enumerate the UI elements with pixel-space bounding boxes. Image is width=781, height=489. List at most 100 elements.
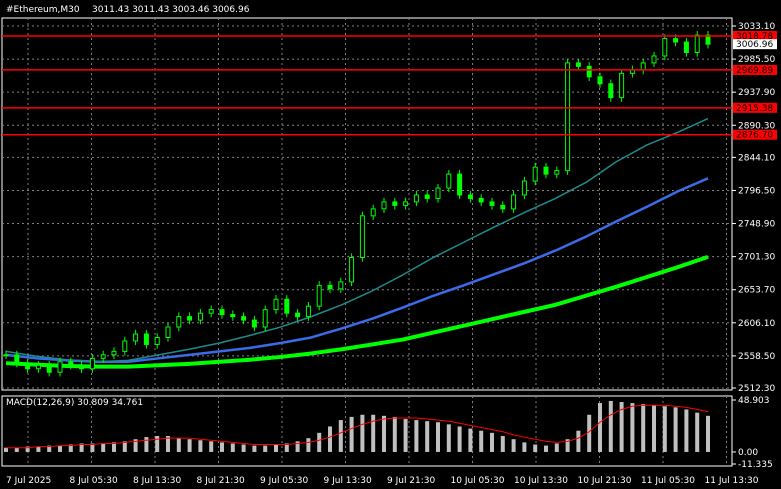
macd-bar [338,420,343,452]
macd-bar [90,443,95,452]
candle-body [673,38,679,43]
time-axis: 7 Jul 2025 8 Jul 05:30 8 Jul 13:30 8 Jul 21… [6,476,759,486]
candle-body [165,326,171,338]
candle-body [35,364,41,370]
macd-bar [641,404,646,452]
macd-bar [166,436,170,452]
macd-bar [58,445,62,452]
candle-body [370,208,376,217]
y-tick-label: 2701.30 [738,253,775,263]
candle-body [619,72,625,99]
macd-bar [14,447,19,452]
x-tick-label: 8 Jul 21:30 [197,476,246,486]
candle-body [413,194,419,203]
ma-slow-line [5,254,709,369]
candle-body [446,173,452,189]
macd-bar [630,403,635,452]
y-tick-label: 2890.30 [738,121,775,131]
y-tick-label: 2844.10 [738,153,775,163]
chart-ohlc: 3011.43 3011.43 3003.46 3006.96 [92,5,250,15]
candle-body [640,62,646,71]
candle-body [478,197,484,203]
macd-bar [295,441,300,452]
macd-bar [220,442,224,452]
macd-bar [619,402,624,452]
candle-body [597,76,603,85]
ma-mid-line [5,177,709,364]
candle-body [176,316,182,328]
macd-bar [101,443,106,452]
candlestick-series [3,30,711,377]
ma-fast-line [5,117,709,363]
candle-body [489,201,495,206]
macd-bar [684,409,689,452]
moving-average-slow [5,254,709,369]
candle-body [327,284,333,290]
y-tick-label: 2985.50 [738,55,775,65]
candle-body [554,170,560,175]
macd-bar [349,416,354,452]
macd-bar [68,444,73,452]
macd-label: MACD(12,26,9) 30.809 34.761 [6,398,143,408]
candle-body [705,34,711,45]
macd-bar [479,430,484,452]
macd-bar [500,436,505,452]
macd-bar [522,442,527,452]
y-tick-label: 2606.10 [738,319,775,329]
candle-body [187,316,193,321]
candle-body [241,316,247,321]
macd-bar [306,438,311,452]
current-price-tag [733,39,777,50]
candle-body [68,361,74,366]
candle-body [435,187,441,199]
x-tick-label: 8 Jul 13:30 [133,476,182,486]
macd-bar [565,439,570,452]
macd-bar [230,443,235,452]
macd-bar [360,414,365,452]
y-tick-label: 2558.50 [738,352,775,362]
level-tag-label: 3018.78 [736,32,773,42]
level-tag [733,64,777,75]
macd-bar [155,436,160,452]
candle-body [521,180,527,196]
macd-bar [112,442,116,452]
x-tick-label: 11 Jul 05:30 [641,476,695,486]
x-tick-label: 9 Jul 21:30 [387,476,436,486]
candle-body [122,340,128,352]
x-tick-label: 9 Jul 05:30 [260,476,309,486]
macd-bar [511,439,516,452]
x-tick-label: 8 Jul 05:30 [70,476,119,486]
level-tag-label: 2969.89 [736,66,773,76]
level-tag [733,129,777,140]
macd-bar [436,422,440,452]
x-tick-label: 7 Jul 2025 [6,476,51,486]
macd-bar [176,438,181,452]
candle-body [608,83,614,99]
macd-bar [554,443,559,452]
x-tick-label: 10 Jul 05:30 [451,476,505,486]
macd-tick-label: 0.00 [738,448,758,458]
macd-bar [198,440,203,452]
candle-body [392,201,398,206]
candle-body [305,305,311,318]
candle-body [543,166,549,175]
macd-tick-label: -11.335 [738,460,773,470]
chart-grid [1,17,733,467]
horizontal-levels[interactable]: 3018.78 2969.89 2915.38 2876.70 [2,30,777,141]
macd-bar [122,441,127,452]
candle-body [25,362,31,370]
macd-bar [209,441,214,452]
candle-body [273,298,279,311]
candle-body [467,194,473,199]
y-tick-label: 3033.10 [738,22,775,32]
candle-body [89,357,95,370]
price-axis: 3033.10 2985.50 2937.90 2890.30 2844.10 2796.… [732,22,777,394]
macd-signal-line [6,404,709,449]
candle-body [381,201,387,210]
current-price-label: 3006.96 [736,40,773,50]
candle-body [349,257,355,283]
macd-bar [263,445,268,452]
macd-bar [36,446,41,452]
